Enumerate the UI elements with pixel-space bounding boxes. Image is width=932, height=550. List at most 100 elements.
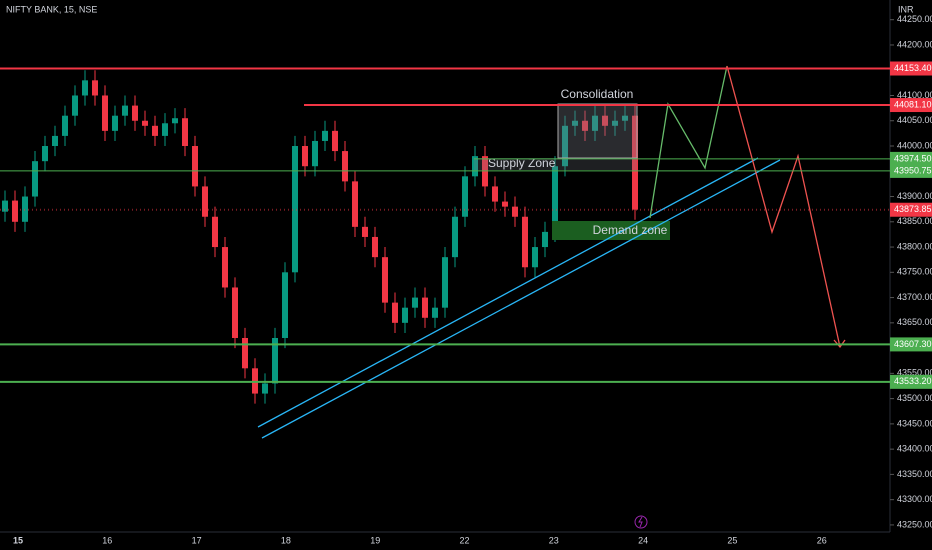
y-tick-label: 43750.00 [897,267,932,277]
candle-body [92,80,98,96]
candle-body [302,146,308,167]
candle-body [612,120,618,126]
level-label: 44081.10 [894,99,932,109]
candle-body [322,130,328,141]
level-label-box [890,374,932,389]
x-tick-label: 26 [817,535,827,545]
candle-body [382,257,388,303]
y-tick-label: 43650.00 [897,317,932,327]
candle-body [492,186,498,202]
level-label: 43873.85 [894,204,932,214]
candle-body [192,146,198,187]
candle-body [392,302,398,323]
candle-body [292,146,298,273]
candle-body [152,125,158,136]
candle-body [262,383,268,394]
x-tick-label: 18 [281,535,291,545]
candle-body [332,130,338,152]
y-tick-label: 43400.00 [897,444,932,454]
candle-body [562,125,568,167]
candle-body [72,95,78,116]
candle-body [622,115,628,121]
candle-body [552,166,558,232]
x-tick-label: 16 [102,535,112,545]
level-label: 43950.75 [894,165,932,175]
consolidation-box [557,103,638,159]
candle-body [62,115,68,136]
consolidation-label: Consolidation [561,87,634,101]
candle-body [352,181,358,227]
level-label-box [890,151,932,166]
candle-body [602,115,608,126]
arrow-head [833,339,846,349]
candle-body [132,105,138,121]
candle-body [102,95,108,131]
y-tick-label: 44000.00 [897,140,932,150]
y-tick-label: 43550.00 [897,368,932,378]
level-label-box [890,61,932,76]
candle-body [82,80,88,96]
candle-body [172,118,178,124]
demand-zone-label: Demand zone [593,223,668,237]
candle-body [462,176,468,217]
y-tick-label: 43350.00 [897,469,932,479]
candle-body [12,200,18,222]
level-label-box [890,202,932,217]
y-tick-label: 43700.00 [897,292,932,302]
y-tick-label: 43800.00 [897,241,932,251]
candle-body [32,161,38,197]
candle-body [242,337,248,369]
candle-body [592,115,598,131]
candle-body [122,105,128,116]
candle-body [202,186,208,217]
level-label-box [890,163,932,178]
y-tick-label: 44100.00 [897,90,932,100]
x-tick-label: 19 [370,535,380,545]
candle-body [272,337,278,384]
candle-body [362,226,368,237]
level-label-box [890,337,932,352]
candle-body [442,257,448,308]
candle-body [112,115,118,131]
y-tick-label: 44200.00 [897,39,932,49]
y-tick-label: 43250.00 [897,519,932,529]
candle-body [502,201,508,207]
candle-body [142,120,148,126]
candle-body [52,135,58,147]
candle-body [402,307,408,323]
candle-body [232,287,238,338]
x-tick-label: 24 [638,535,648,545]
candle-body [162,123,168,136]
level-label: 43533.20 [894,376,932,386]
trend-line [261,159,781,439]
event-icon[interactable] [634,515,648,529]
candle-body [572,120,578,126]
candle-body [342,151,348,182]
y-tick-label: 44250.00 [897,14,932,24]
candle-body [582,120,588,131]
currency: INR [898,4,914,14]
supply-zone-box [474,158,637,170]
candle-body [522,216,528,268]
x-tick-label: 22 [459,535,469,545]
candle-body [512,206,518,217]
x-tick-label: 23 [549,535,559,545]
bull-projection [649,65,728,219]
event-icon-bolt [638,516,643,528]
chart-title: NIFTY BANK, 15, NSE [6,4,97,14]
candle-body [2,200,8,212]
candle-body [472,156,478,177]
level-label: 44153.40 [894,63,932,73]
candle-body [282,272,288,338]
level-label: 43607.30 [894,339,932,349]
x-tick-label: 25 [727,535,737,545]
y-tick-label: 43850.00 [897,216,932,226]
candle-body [412,297,418,308]
x-tick-label: 15 [13,535,23,545]
level-label: 43974.50 [894,153,932,163]
candle-body [212,216,218,248]
bear-projection [726,65,841,348]
candle-body [372,236,378,258]
